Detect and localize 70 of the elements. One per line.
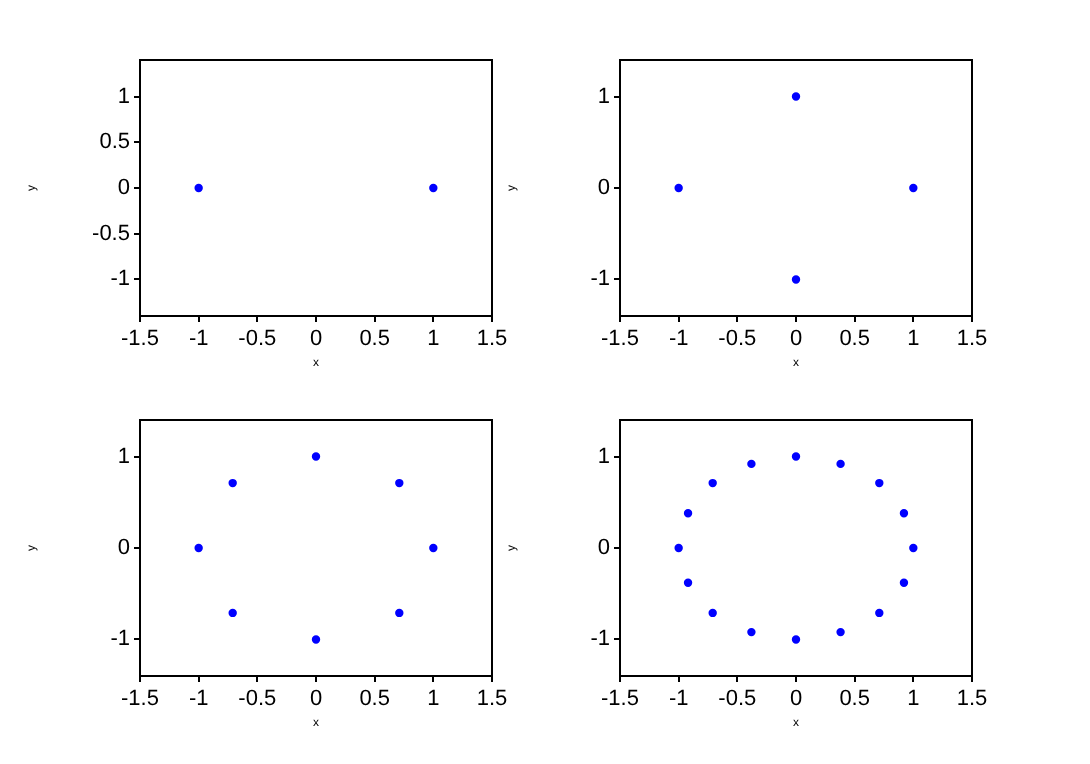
point bbox=[674, 543, 683, 553]
y-tick-label: 0 bbox=[597, 536, 610, 561]
point bbox=[899, 509, 909, 518]
point bbox=[899, 578, 909, 587]
x-tick-label: -0.5 bbox=[238, 687, 277, 712]
x-tick-label: 1.5 bbox=[476, 327, 508, 352]
point bbox=[228, 608, 237, 618]
point bbox=[909, 183, 918, 193]
x-tick-label: -1 bbox=[188, 687, 209, 712]
x-tick-label: 0.5 bbox=[359, 327, 390, 352]
y-tick-label: 1 bbox=[117, 84, 130, 109]
x-tick-label: -0.5 bbox=[238, 327, 277, 352]
point bbox=[747, 627, 756, 637]
x-tick-label: 0.5 bbox=[839, 327, 870, 352]
point bbox=[747, 459, 756, 469]
point bbox=[683, 578, 693, 587]
point bbox=[836, 459, 845, 469]
point bbox=[429, 543, 438, 553]
point bbox=[708, 478, 717, 488]
point bbox=[683, 509, 693, 518]
point bbox=[791, 275, 801, 284]
x-tick-label: -1.5 bbox=[121, 687, 159, 712]
point bbox=[791, 452, 801, 461]
y-tick-label: -1 bbox=[110, 267, 130, 292]
point bbox=[194, 543, 203, 553]
y-tick-label: 0 bbox=[117, 176, 130, 201]
x-tick-label: 1 bbox=[907, 327, 920, 352]
y-tick-label: 1 bbox=[597, 444, 610, 469]
point bbox=[708, 608, 717, 618]
y-tick-label: 1 bbox=[597, 84, 610, 109]
x-tick-label: 0 bbox=[309, 687, 323, 712]
y-tick-label: -0.5 bbox=[92, 221, 130, 246]
x-tick-label: -1 bbox=[668, 687, 689, 712]
y-tick-label: 0 bbox=[117, 536, 130, 561]
point bbox=[395, 608, 404, 618]
y-tick-label: -1 bbox=[110, 627, 130, 652]
point bbox=[228, 478, 237, 488]
x-tick-label: -1.5 bbox=[601, 327, 639, 352]
point bbox=[311, 452, 321, 461]
x-tick-label: 1 bbox=[427, 327, 440, 352]
x-tick-label: 0 bbox=[789, 687, 803, 712]
x-tick-label: 1.5 bbox=[956, 687, 988, 712]
y-tick-label: -1 bbox=[590, 627, 610, 652]
point bbox=[791, 635, 801, 644]
point bbox=[909, 543, 918, 553]
x-tick-label: 0 bbox=[789, 327, 803, 352]
x-tick-label: -1 bbox=[188, 327, 209, 352]
point bbox=[791, 92, 801, 101]
x-tick-label: 1.5 bbox=[956, 327, 988, 352]
y-tick-label: 1 bbox=[117, 444, 130, 469]
y-tick-label: 0.5 bbox=[99, 130, 130, 155]
y-tick-label: -1 bbox=[590, 267, 610, 292]
x-tick-label: -1 bbox=[668, 327, 689, 352]
x-tick-label: 1 bbox=[907, 687, 920, 712]
point bbox=[674, 183, 683, 193]
point bbox=[311, 635, 321, 644]
point bbox=[395, 478, 404, 488]
x-tick-label: -0.5 bbox=[718, 327, 757, 352]
point bbox=[875, 478, 884, 488]
y-tick-label: 0 bbox=[597, 176, 610, 201]
point bbox=[836, 627, 845, 637]
x-tick-label: -0.5 bbox=[718, 687, 757, 712]
x-tick-label: 1.5 bbox=[476, 687, 508, 712]
x-tick-label: -1.5 bbox=[121, 327, 159, 352]
point bbox=[875, 608, 884, 618]
x-tick-label: 0.5 bbox=[839, 687, 870, 712]
x-tick-label: -1.5 bbox=[601, 687, 639, 712]
x-tick-label: 0 bbox=[309, 327, 323, 352]
x-tick-label: 0.5 bbox=[359, 687, 390, 712]
x-tick-label: 1 bbox=[427, 687, 440, 712]
